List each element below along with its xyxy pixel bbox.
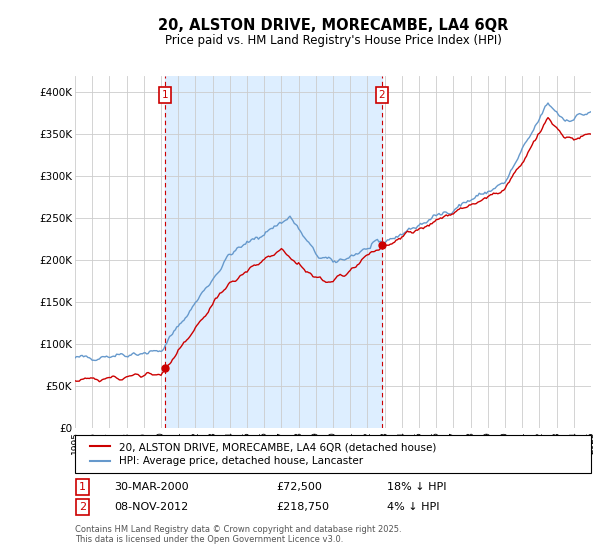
Text: 2: 2: [79, 502, 86, 512]
Text: 4% ↓ HPI: 4% ↓ HPI: [387, 502, 439, 512]
Text: £218,750: £218,750: [276, 502, 329, 512]
Text: Contains HM Land Registry data © Crown copyright and database right 2025.
This d: Contains HM Land Registry data © Crown c…: [75, 525, 401, 544]
Text: 1: 1: [162, 90, 169, 100]
Bar: [165, 76, 382, 428]
Text: 30-MAR-2000: 30-MAR-2000: [114, 482, 188, 492]
Text: 18% ↓ HPI: 18% ↓ HPI: [387, 482, 446, 492]
Text: £72,500: £72,500: [276, 482, 322, 492]
Text: 2: 2: [379, 90, 385, 100]
Text: 1: 1: [79, 482, 86, 492]
Text: Price paid vs. HM Land Registry's House Price Index (HPI): Price paid vs. HM Land Registry's House …: [164, 34, 502, 47]
Text: 08-NOV-2012: 08-NOV-2012: [114, 502, 188, 512]
FancyBboxPatch shape: [75, 435, 591, 473]
Text: 20, ALSTON DRIVE, MORECAMBE, LA4 6QR: 20, ALSTON DRIVE, MORECAMBE, LA4 6QR: [158, 18, 508, 32]
Legend: 20, ALSTON DRIVE, MORECAMBE, LA4 6QR (detached house), HPI: Average price, detac: 20, ALSTON DRIVE, MORECAMBE, LA4 6QR (de…: [85, 438, 440, 470]
